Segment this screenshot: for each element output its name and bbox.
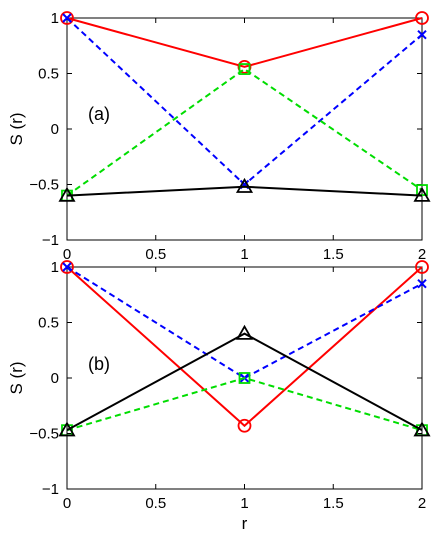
data-point-triangle	[413, 186, 431, 202]
series-line	[66, 17, 423, 186]
series-line	[66, 332, 423, 432]
series-line	[66, 376, 423, 432]
data-point-x	[417, 29, 427, 40]
series-x	[62, 262, 427, 383]
y-axis-label: S (r)	[7, 112, 26, 145]
series-line	[66, 185, 423, 197]
y-tick-label: 0	[51, 370, 59, 387]
data-point-x	[62, 13, 72, 23]
series-line	[66, 266, 423, 380]
data-point-circle	[415, 260, 429, 274]
panel-b: 0 0.5 1 1.5 2 −1 −0.5 0 0.5 1 S (r) r (b)	[7, 259, 431, 533]
x-axis-label: r	[242, 514, 248, 533]
series-line	[66, 266, 423, 428]
x-tick-label: 0.5	[145, 495, 166, 512]
series-line	[66, 67, 423, 197]
y-axis-label: S (r)	[7, 361, 26, 394]
data-point-square	[238, 372, 251, 384]
data-point-circle	[60, 260, 74, 274]
y-tick-label: −0.5	[29, 426, 59, 443]
x-tick-label: 1.5	[323, 495, 344, 512]
y-tick-label: 0.5	[38, 66, 59, 83]
data-point-triangle	[235, 177, 254, 193]
data-point-triangle	[235, 324, 254, 340]
data-point-circle	[415, 11, 429, 25]
x-tick-label: 2	[418, 246, 426, 263]
data-point-circle	[60, 11, 74, 25]
data-point-circle	[237, 59, 252, 74]
y-tick-label: −0.5	[29, 177, 59, 194]
panel-label: (a)	[88, 104, 110, 124]
series-circle	[60, 11, 429, 74]
data-point-triangle	[58, 186, 76, 202]
panel-a: 0 0.5 1 1.5 2 −1 −0.5 0 0.5 1 S (r) (a)	[7, 10, 431, 263]
y-tick-label: 1	[51, 259, 59, 276]
series-circle	[60, 260, 429, 433]
data-point-x	[62, 262, 72, 272]
x-tick-label: 0	[63, 495, 71, 512]
series-triangle	[58, 177, 431, 202]
data-point-triangle	[58, 421, 76, 437]
series-line	[66, 17, 423, 68]
x-tick-label: 0	[63, 246, 71, 263]
y-tick-label: 1	[51, 10, 59, 27]
data-point-triangle	[413, 421, 431, 437]
data-point-circle	[237, 418, 252, 433]
x-tick-label: 1	[240, 246, 248, 263]
y-tick-label: −1	[42, 481, 59, 498]
y-tick-label: 0.5	[38, 315, 59, 332]
x-tick-label: 2	[418, 495, 426, 512]
x-tick-label: 1	[240, 495, 248, 512]
series-x	[62, 13, 427, 190]
x-tick-label: 0.5	[145, 246, 166, 263]
axes-box	[66, 17, 423, 241]
series-triangle	[58, 324, 431, 437]
x-tick-label: 1.5	[323, 246, 344, 263]
panel-label: (b)	[88, 354, 110, 374]
y-tick-label: −1	[42, 232, 59, 249]
y-tick-label: 0	[51, 121, 59, 138]
data-point-x	[417, 278, 427, 289]
data-point-square	[238, 63, 251, 75]
